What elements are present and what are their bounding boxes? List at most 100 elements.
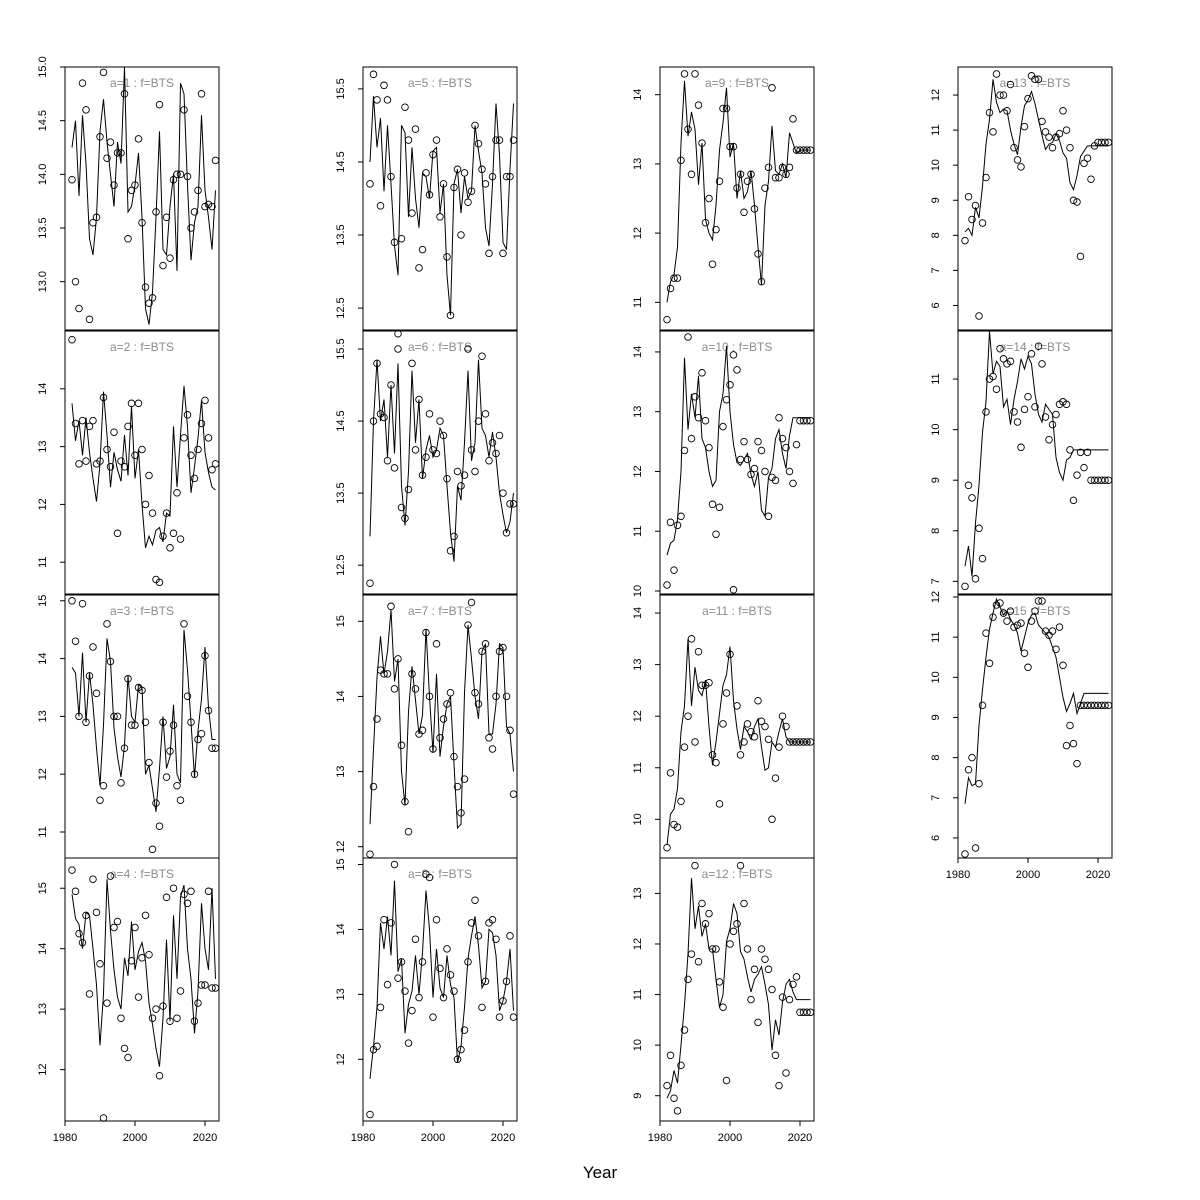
observed-point [457, 231, 465, 239]
observed-point [996, 344, 1004, 353]
observed-point [380, 81, 388, 90]
panel-frame [659, 66, 815, 331]
observed-point [975, 524, 983, 533]
observed-point [474, 139, 483, 148]
observed-point [415, 993, 423, 1002]
y-tick-label: 13 [37, 440, 49, 452]
observed-point [446, 688, 455, 697]
observed-point [726, 381, 734, 389]
observed-point [782, 443, 790, 452]
observed-point [1048, 143, 1057, 152]
y-tick-label: 10 [632, 1039, 644, 1051]
observed-point [408, 1006, 416, 1015]
observed-point [211, 984, 220, 992]
observed-point [134, 399, 143, 408]
observed-point [194, 186, 202, 195]
observed-point [411, 125, 420, 133]
observed-point [740, 738, 748, 746]
observed-point [968, 753, 976, 762]
observed-point [467, 598, 476, 607]
y-tick-label: 15.5 [335, 78, 347, 99]
observed-point [698, 681, 706, 689]
observed-point [131, 923, 139, 932]
y-tick-label: 11 [930, 631, 942, 642]
observed-point [460, 169, 469, 177]
fitted-line [666, 878, 811, 1099]
observed-point [509, 1013, 518, 1021]
y-tick-label: 14 [632, 346, 644, 358]
y-tick-label: 12 [930, 89, 942, 101]
observed-point [726, 940, 734, 948]
observed-point [789, 980, 797, 989]
observed-point [383, 980, 392, 989]
observed-point [71, 637, 80, 645]
observed-point [485, 734, 493, 742]
panel-title: a=15 : f=BTS [1000, 604, 1071, 618]
observed-point [460, 775, 469, 783]
observed-point [680, 1026, 689, 1034]
observed-point [464, 198, 472, 206]
observed-point [453, 782, 462, 791]
y-tick-label: 15.0 [37, 56, 49, 77]
observed-point [436, 213, 444, 221]
observed-point [481, 410, 490, 418]
observed-point [754, 1018, 762, 1027]
observed-point [68, 175, 76, 184]
observed-point [694, 957, 703, 966]
observed-point [1013, 418, 1022, 426]
observed-point [127, 186, 136, 195]
observed-point [971, 844, 980, 852]
observed-point [771, 774, 780, 782]
observed-point [176, 987, 185, 995]
observed-point [82, 457, 90, 465]
observed-point [982, 173, 990, 182]
observed-point [429, 1013, 437, 1021]
observed-point [1020, 122, 1029, 131]
observed-point [1062, 400, 1071, 409]
observed-point [982, 408, 990, 416]
observed-point [408, 359, 416, 368]
observed-point [85, 315, 94, 324]
observed-point [1048, 420, 1057, 429]
panel-frame [659, 857, 815, 1122]
observed-point [775, 413, 783, 422]
observed-point [148, 845, 157, 854]
observed-point [1017, 443, 1025, 452]
observed-point [110, 181, 118, 189]
observed-point [464, 345, 472, 353]
observed-point [747, 470, 755, 479]
y-tick-label: 14.0 [37, 164, 49, 185]
observed-point [488, 438, 497, 447]
observed-point [436, 964, 444, 973]
observed-point [789, 115, 797, 123]
observed-point [1031, 403, 1039, 411]
observed-point [176, 535, 185, 543]
y-tick-label: 10 [930, 424, 942, 436]
y-tick-label: 14 [335, 923, 347, 935]
observed-point [694, 101, 703, 109]
observed-point [1080, 159, 1088, 168]
y-tick-label: 14 [335, 690, 347, 702]
y-tick-label: 14.5 [335, 151, 347, 172]
observed-point [743, 720, 752, 728]
fitted-line [71, 67, 216, 325]
observed-point [103, 445, 111, 454]
y-tick-label: 15 [335, 858, 347, 870]
observed-point [117, 779, 125, 787]
observed-point [705, 194, 713, 203]
y-tick-label: 13 [632, 658, 644, 670]
observed-point [1066, 721, 1074, 730]
observed-point [687, 434, 696, 443]
observed-point [684, 975, 692, 984]
observed-point [687, 170, 696, 179]
observed-point [110, 428, 118, 436]
observed-point [499, 249, 507, 258]
observed-point [415, 264, 423, 272]
fitted-line [71, 385, 216, 548]
y-tick-label: 7 [930, 267, 942, 273]
observed-point [99, 1114, 108, 1122]
observed-point [712, 530, 720, 538]
observed-point [134, 135, 143, 143]
observed-point [404, 827, 413, 836]
observed-point [677, 1061, 685, 1070]
